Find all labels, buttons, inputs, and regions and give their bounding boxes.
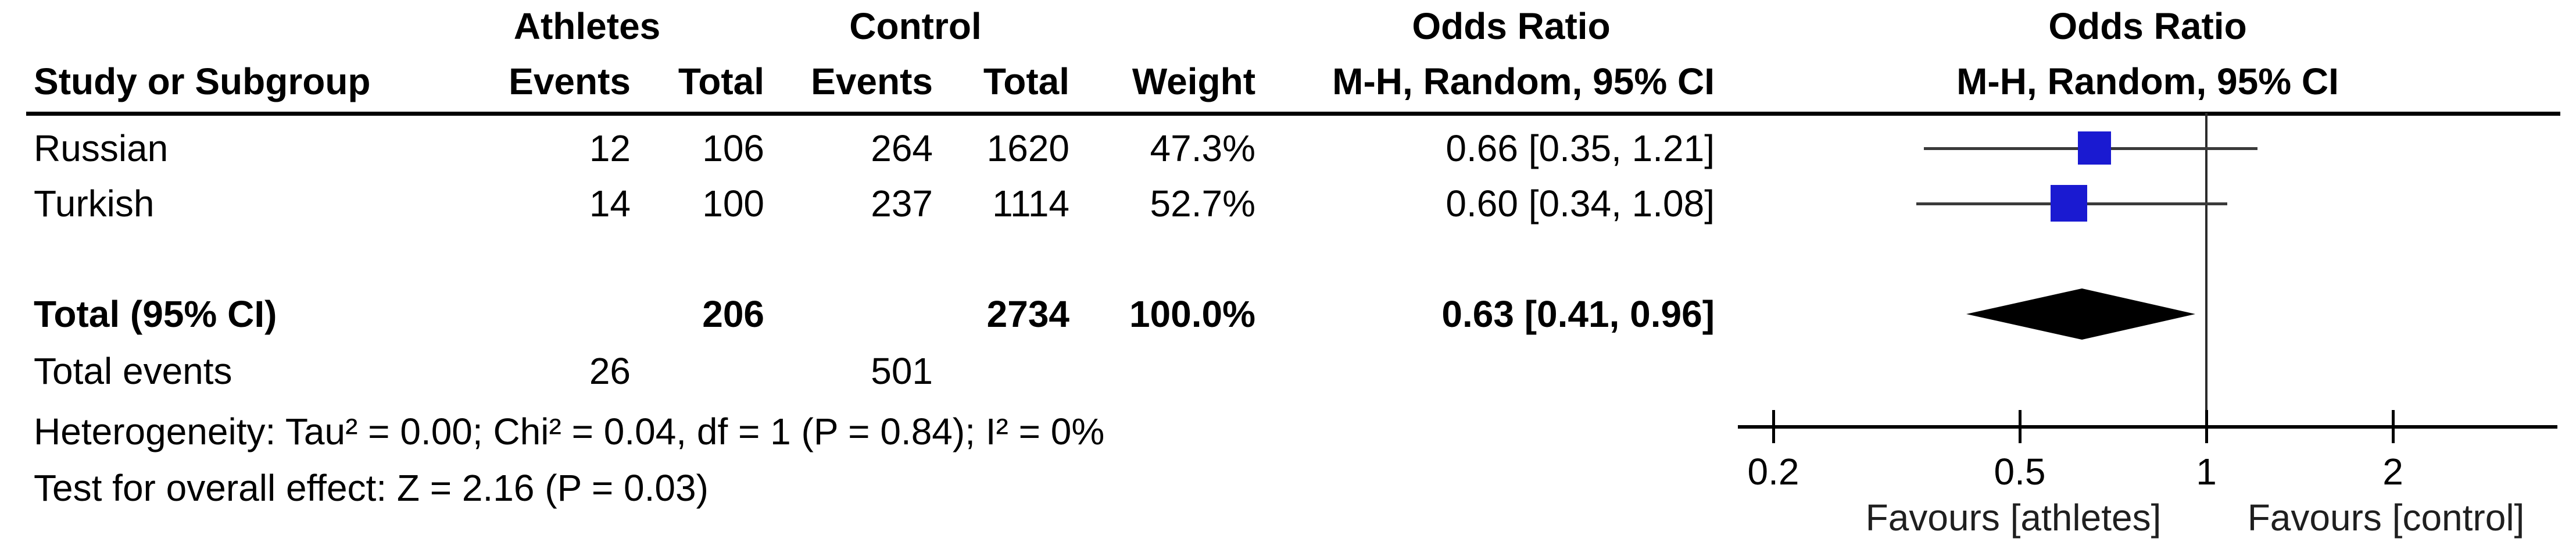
axis-tick-label: 1 [2196,451,2217,493]
group1-header: Athletes [513,5,661,47]
graph-method-col-header: M-H, Random, 95% CI [1956,60,2339,102]
row-weight: 52.7% [1150,183,1255,224]
row-weight: 47.3% [1150,127,1255,169]
x-axis-line [1738,425,2557,429]
axis-tick [2205,410,2208,443]
or-column-title: Odds Ratio [1412,5,1611,47]
g1-events: 14 [589,183,631,224]
total-events-g1: 26 [589,350,631,392]
total-events-label: Total events [34,350,232,392]
study-name: Russian [34,127,169,169]
g1-total: 106 [702,127,764,169]
overall-effect-note: Test for overall effect: Z = 2.16 (P = 0… [34,467,709,509]
total-events-g2: 501 [871,350,933,392]
total-label: Total (95% CI) [34,293,277,335]
header-separator-line [26,112,2560,116]
graph-column-title: Odds Ratio [2048,5,2247,47]
g2-events: 237 [871,183,933,224]
pooled-diamond [1966,288,2195,340]
g2-events: 264 [871,127,933,169]
heterogeneity-note: Heterogeneity: Tau² = 0.00; Chi² = 0.04,… [34,411,1105,452]
axis-tick-label: 0.2 [1747,451,1799,493]
total-g2-total: 2734 [986,293,1069,335]
axis-tick [2392,410,2395,443]
or-method-col-header: M-H, Random, 95% CI [1332,60,1715,102]
favours-right-label: Favours [control] [2247,497,2525,539]
study-col-header: Study or Subgroup [34,60,371,102]
row-or-ci: 0.66 [0.35, 1.21] [1446,127,1715,169]
effect-square [2078,131,2111,165]
axis-tick-label: 2 [2382,451,2403,493]
axis-tick [1772,410,1775,443]
null-effect-line [2205,113,2208,443]
favours-left-label: Favours [athletes] [1865,497,2162,539]
g2-total: 1620 [986,127,1069,169]
g1-events-col-header: Events [509,60,631,102]
g1-total: 100 [702,183,764,224]
total-weight: 100.0% [1129,293,1255,335]
g1-events: 12 [589,127,631,169]
g2-total-col-header: Total [983,60,1069,102]
g2-total: 1114 [992,183,1069,224]
weight-col-header: Weight [1132,60,1255,102]
row-or-ci: 0.60 [0.34, 1.08] [1446,183,1715,224]
total-g1-total: 206 [702,293,764,335]
axis-tick [2019,410,2022,443]
axis-tick-label: 0.5 [1994,451,2046,493]
g2-events-col-header: Events [811,60,933,102]
total-or-ci: 0.63 [0.41, 0.96] [1441,293,1715,335]
g1-total-col-header: Total [678,60,764,102]
effect-square [2051,185,2087,222]
study-name: Turkish [34,183,155,224]
group2-header: Control [849,5,982,47]
